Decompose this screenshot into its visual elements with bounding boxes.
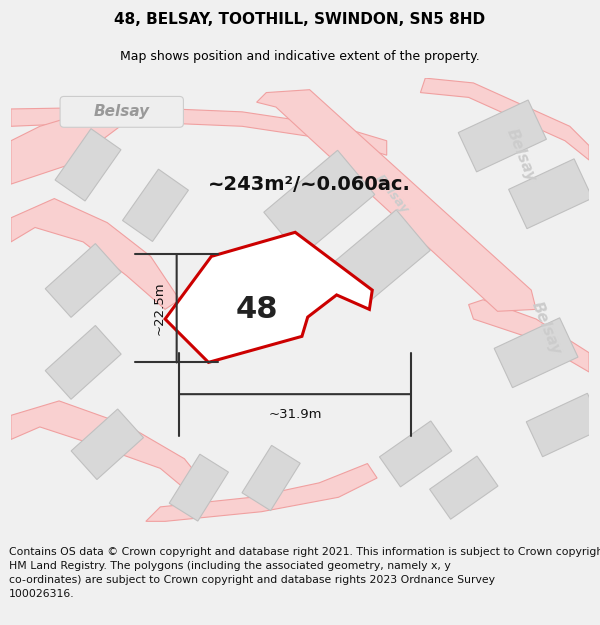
Polygon shape — [430, 456, 498, 519]
Polygon shape — [509, 159, 592, 229]
Polygon shape — [242, 446, 300, 511]
Polygon shape — [55, 129, 121, 201]
Text: Belsay: Belsay — [94, 104, 150, 119]
FancyBboxPatch shape — [60, 96, 184, 128]
Polygon shape — [45, 244, 121, 318]
Polygon shape — [11, 401, 203, 492]
Polygon shape — [11, 112, 127, 184]
Text: Contains OS data © Crown copyright and database right 2021. This information is : Contains OS data © Crown copyright and d… — [9, 548, 600, 599]
Polygon shape — [122, 169, 188, 241]
Polygon shape — [458, 100, 547, 172]
Polygon shape — [169, 454, 229, 521]
Polygon shape — [334, 210, 430, 303]
Polygon shape — [526, 393, 600, 457]
Text: Map shows position and indicative extent of the property.: Map shows position and indicative extent… — [120, 50, 480, 62]
Polygon shape — [469, 300, 589, 372]
Text: 48: 48 — [235, 295, 278, 324]
Polygon shape — [379, 421, 452, 487]
Polygon shape — [165, 232, 372, 362]
Text: ~243m²/~0.060ac.: ~243m²/~0.060ac. — [208, 174, 411, 194]
Polygon shape — [11, 107, 387, 155]
Polygon shape — [257, 89, 536, 311]
Text: Belsay: Belsay — [504, 126, 539, 184]
Polygon shape — [146, 464, 377, 521]
Text: ~31.9m: ~31.9m — [268, 408, 322, 421]
Text: ~22.5m: ~22.5m — [153, 282, 166, 335]
Polygon shape — [45, 326, 121, 399]
Polygon shape — [494, 318, 578, 388]
Text: Belsay: Belsay — [528, 300, 563, 358]
Polygon shape — [421, 78, 589, 160]
Polygon shape — [264, 150, 375, 256]
Text: 48, BELSAY, TOOTHILL, SWINDON, SN5 8HD: 48, BELSAY, TOOTHILL, SWINDON, SN5 8HD — [115, 12, 485, 27]
Polygon shape — [11, 199, 179, 309]
Text: Belsay: Belsay — [372, 172, 411, 216]
Polygon shape — [71, 409, 143, 479]
